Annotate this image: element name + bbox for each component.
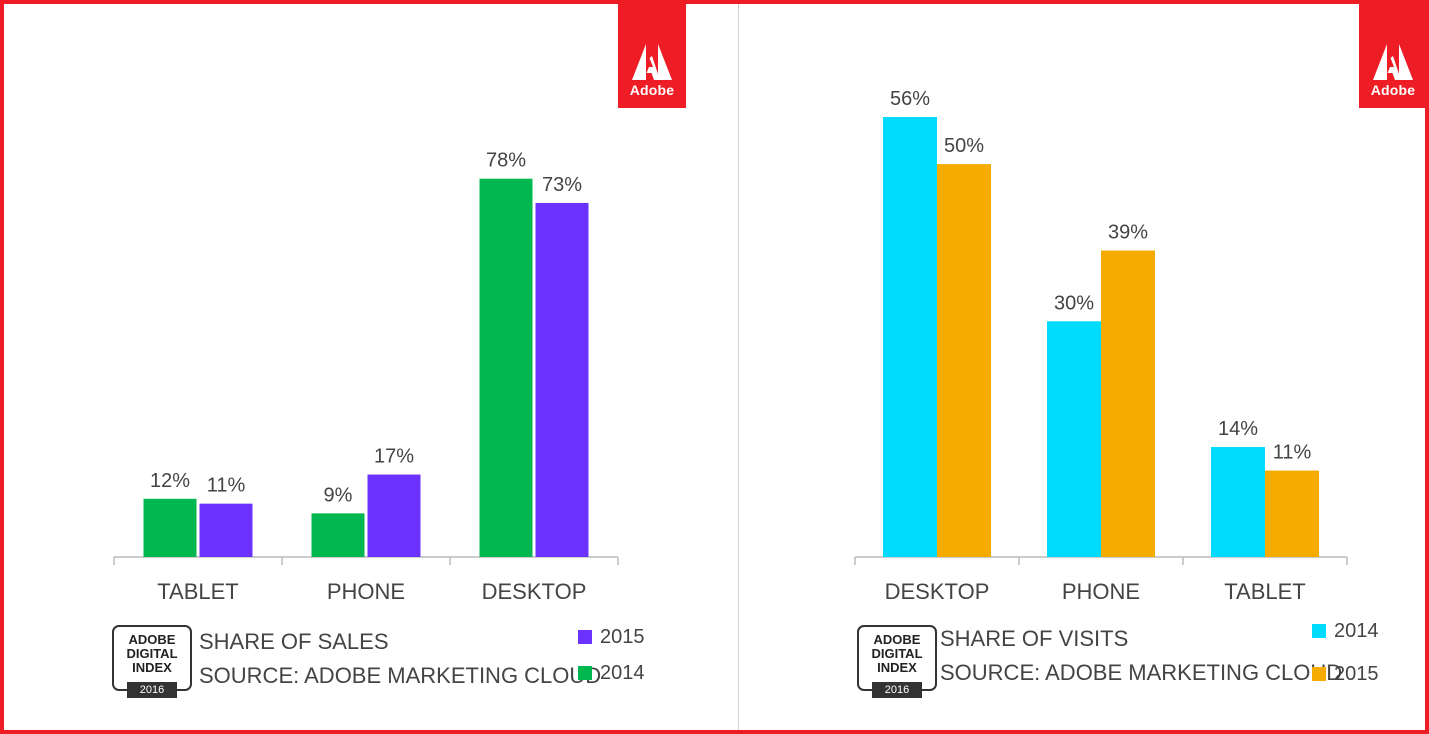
bar-2014-tablet: [143, 498, 197, 557]
data-label: 73%: [542, 174, 582, 196]
legend-label: 2014: [1334, 620, 1379, 642]
adobe-digital-index-badge: ADOBE DIGITAL INDEX 2016: [857, 625, 937, 698]
data-label: 78%: [486, 150, 526, 172]
data-label: 17%: [374, 446, 414, 468]
adobe-logo-text: Adobe: [1370, 82, 1416, 98]
legend-label: 2015: [600, 626, 645, 648]
x-tick-label: DESKTOP: [482, 579, 587, 604]
legend-item-2014: 2014: [1312, 620, 1379, 643]
adobe-logo: Adobe: [1359, 4, 1427, 108]
x-tick-label: PHONE: [327, 579, 405, 604]
legend-label: 2015: [1334, 663, 1379, 685]
adobe-digital-index-badge: ADOBE DIGITAL INDEX 2016: [112, 625, 192, 698]
chart-title: SHARE OF SALES: [199, 629, 389, 654]
sales-bar-chart: TABLET 12% 11% PHONE 9% 17% DESKTOP 78% 73%: [113, 150, 619, 604]
chart-footnote: SHARE OF SALES SOURCE: ADOBE MARKETING C…: [199, 625, 601, 693]
bar-2015-desktop: [535, 202, 589, 557]
bar-2015-phone: [367, 474, 421, 557]
bar-2014-desktop: [479, 178, 533, 557]
bar-2014-phone: [311, 513, 365, 557]
chart-source: SOURCE: ADOBE MARKETING CLOUD: [940, 660, 1343, 685]
badge-line: INDEX: [132, 660, 172, 675]
chart-source: SOURCE: ADOBE MARKETING CLOUD: [199, 663, 602, 688]
adobe-a-icon: [632, 44, 672, 80]
badge-line: INDEX: [877, 660, 917, 675]
legend-swatch: [1312, 624, 1326, 638]
panel-divider: [738, 4, 739, 730]
badge-line: ADOBE: [873, 632, 921, 647]
bar-2015-tablet: [199, 503, 253, 557]
legend-swatch: [578, 630, 592, 644]
badge-line: DIGITAL: [126, 646, 178, 661]
adobe-a-icon: [1373, 44, 1413, 80]
legend-label: 2014: [600, 662, 645, 684]
legend-item-2014: 2014: [578, 662, 645, 685]
badge-year: 2016: [872, 682, 922, 698]
badge-line: ADOBE: [128, 632, 176, 647]
data-label: 9%: [324, 484, 353, 506]
badge-line: DIGITAL: [871, 646, 923, 661]
legend-item-2015: 2015: [578, 626, 645, 649]
chart-footnote: SHARE OF VISITS SOURCE: ADOBE MARKETING …: [940, 622, 1342, 690]
legend-swatch: [1312, 667, 1326, 681]
x-tick-label: TABLET: [157, 579, 239, 604]
legend-swatch: [578, 666, 592, 680]
data-label: 12%: [150, 470, 190, 492]
adobe-logo: Adobe: [618, 4, 686, 108]
adobe-logo-text: Adobe: [629, 82, 675, 98]
legend-item-2015: 2015: [1312, 663, 1379, 686]
badge-year: 2016: [127, 682, 177, 698]
chart-title: SHARE OF VISITS: [940, 626, 1129, 651]
data-label: 11%: [207, 475, 246, 497]
